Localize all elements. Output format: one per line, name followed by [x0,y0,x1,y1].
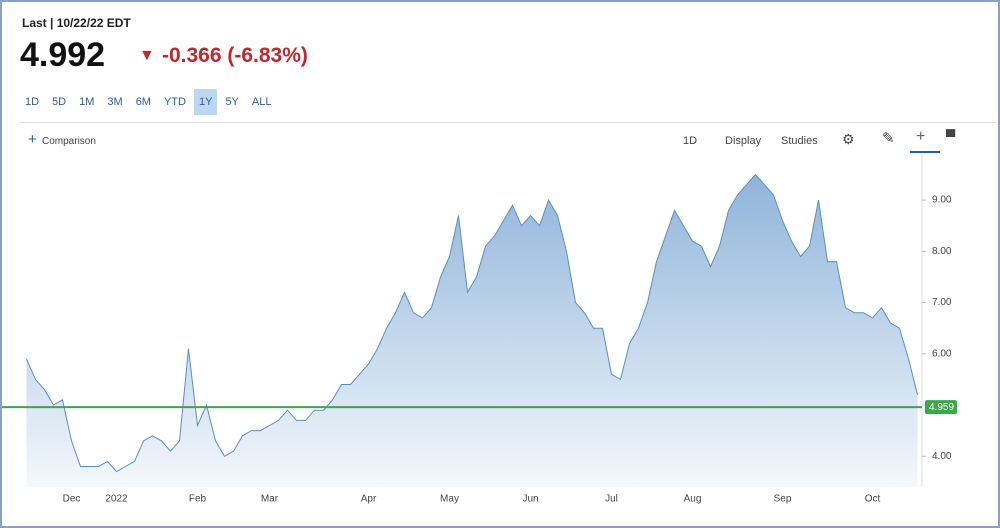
x-tick-label: Sep [774,494,792,505]
studies-button[interactable]: Studies [781,135,818,147]
interval-button[interactable]: 1D [683,135,698,147]
range-button[interactable]: YTD [163,96,186,108]
range-button[interactable]: 1M [79,96,95,108]
display-button[interactable]: Display [725,135,762,147]
area [26,174,918,487]
x-tick-label: Jul [605,494,618,505]
reference-label-bg [925,400,957,415]
crosshair-icon[interactable]: + [916,128,926,145]
toolbar: + Comparison 1D Display Studies ⚙ ✎ + ▀ [20,122,996,153]
x-tick-label: Oct [865,494,881,505]
line [26,173,918,473]
comment-icon[interactable]: ▀ [946,129,956,144]
x-tick-label: May [440,494,459,505]
y-tick-label: 4.00 [932,451,952,462]
price: 4.992 [20,36,106,74]
range-button[interactable]: 5Y [225,96,239,108]
range-button[interactable]: 6M [135,96,151,108]
x-tick-label: Jun [522,494,538,505]
x-tick-label: 2022 [105,494,128,505]
range-button[interactable]: 1D [25,96,40,108]
x-tick-label: Mar [261,494,279,505]
down-arrow: ▼ [139,47,155,64]
range-button[interactable]: 5D [52,96,67,108]
y-tick-label: 7.00 [932,297,952,308]
range-button[interactable]: ALL [251,96,272,108]
active-indicator [910,151,940,153]
x-tick-label: Aug [684,494,702,505]
x-tick-label: Feb [189,494,207,505]
last-updated: Last | 10/22/22 EDT [22,16,131,30]
comparison-button[interactable]: Comparison [42,136,96,147]
y-tick-label: 8.00 [932,246,952,257]
x-tick-label: Apr [361,494,377,505]
range-button[interactable]: 3M [107,96,123,108]
plus-icon: + [28,131,37,148]
x-tick-label: Dec [63,494,81,505]
price-change: -0.366 (-6.83%) [162,44,308,67]
range-button[interactable]: 1Y [193,89,218,115]
range-buttons: 1D 5D 1M 3M 6M YTD 1Y 5Y ALL [20,89,279,115]
draw-icon[interactable]: ✎ [882,130,895,147]
y-tick-label: 9.00 [932,195,952,206]
y-tick-label: 6.00 [932,348,952,359]
settings-icon[interactable]: ⚙ [842,131,855,147]
reference-label: 4.959 [929,402,954,413]
